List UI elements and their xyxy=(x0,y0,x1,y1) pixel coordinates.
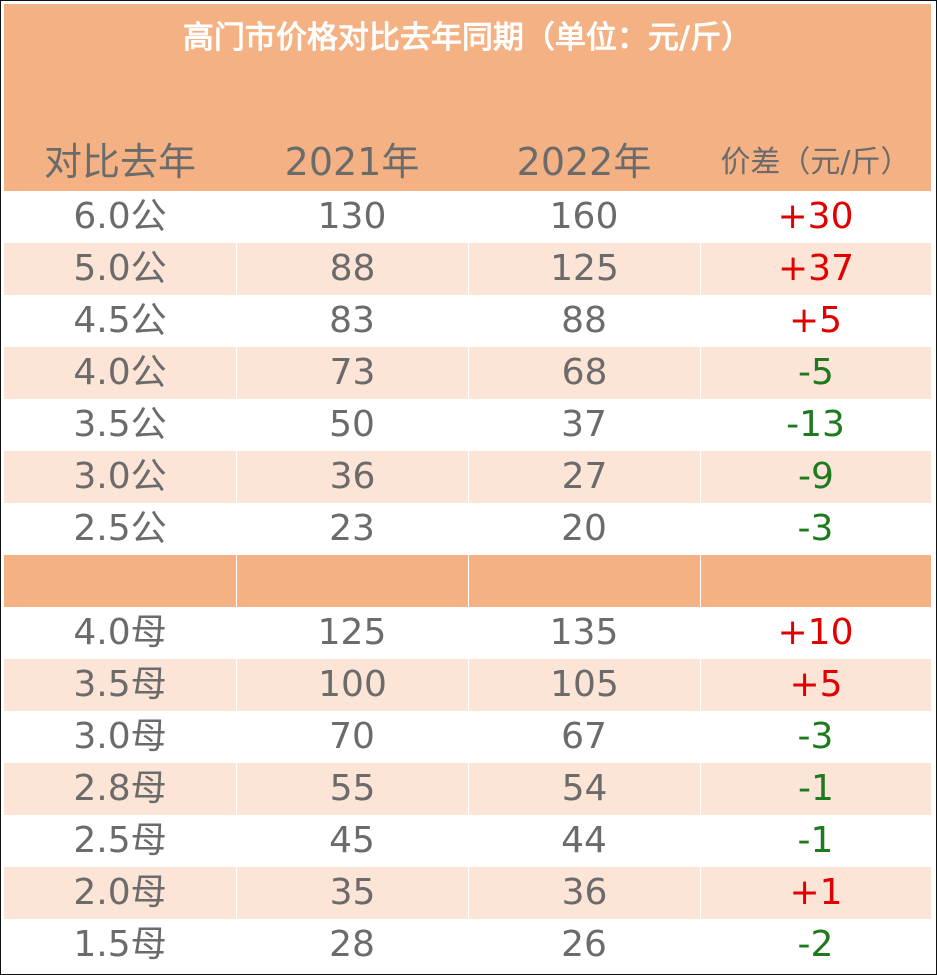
separator-cell xyxy=(236,555,468,607)
price-2021-cell: 35 xyxy=(236,867,468,919)
price-diff-cell: +5 xyxy=(700,659,931,711)
spec-cell: 3.5母 xyxy=(73,664,167,705)
column-header-compare: 对比去年 xyxy=(43,140,196,184)
spec-cell: 6.0公 xyxy=(73,196,167,237)
group-separator-row xyxy=(4,555,931,607)
price-2022-cell: 160 xyxy=(549,196,619,237)
price-diff-cell: -2 xyxy=(797,924,834,965)
spec-cell: 3.0公 xyxy=(73,456,167,497)
price-diff-cell: +5 xyxy=(788,300,843,341)
price-2021-cell: 23 xyxy=(329,508,375,549)
price-2021-cell: 88 xyxy=(236,243,468,295)
price-2022-cell: 20 xyxy=(561,508,607,549)
table-row: 3.0母 70 67 -3 xyxy=(4,711,931,763)
price-diff-cell: +1 xyxy=(700,867,931,919)
column-header-2021: 2021年 xyxy=(284,140,420,184)
price-2021-cell: 70 xyxy=(329,716,375,757)
column-header-row: 对比去年 2021年 2022年 价差（元/斤） xyxy=(4,134,931,191)
spec-cell: 1.5母 xyxy=(73,924,167,965)
price-diff-cell: +30 xyxy=(777,196,854,237)
table-row: 3.0公 36 27 -9 xyxy=(4,451,931,503)
price-2022-cell: 44 xyxy=(561,820,607,861)
price-2022-cell: 26 xyxy=(561,924,607,965)
table-header-band: 高门市价格对比去年同期（单位：元/斤） 对比去年 2021年 2022年 价差（… xyxy=(4,4,931,191)
price-2021-cell: 28 xyxy=(329,924,375,965)
table-row: 2.5公 23 20 -3 xyxy=(4,503,931,555)
price-2021-cell: 125 xyxy=(317,612,387,653)
column-header-diff: 价差（元/斤） xyxy=(720,145,911,180)
price-2022-cell: 36 xyxy=(468,867,700,919)
price-2022-cell: 68 xyxy=(468,347,700,399)
spec-cell: 2.5公 xyxy=(73,508,167,549)
price-2021-cell: 100 xyxy=(236,659,468,711)
table-title: 高门市价格对比去年同期（单位：元/斤） xyxy=(182,20,753,56)
price-2021-cell: 130 xyxy=(317,196,387,237)
price-2022-cell: 54 xyxy=(468,763,700,815)
spec-cell: 4.0母 xyxy=(73,612,167,653)
price-diff-cell: -1 xyxy=(797,820,834,861)
price-2022-cell: 37 xyxy=(561,404,607,445)
separator-cell xyxy=(468,555,700,607)
spec-cell: 3.0母 xyxy=(73,716,167,757)
price-2021-cell: 50 xyxy=(329,404,375,445)
price-2022-cell: 125 xyxy=(468,243,700,295)
spec-cell: 3.5公 xyxy=(73,404,167,445)
price-diff-cell: -9 xyxy=(700,451,931,503)
price-diff-cell: -3 xyxy=(797,508,834,549)
table-row: 2.8母 55 54 -1 xyxy=(4,763,931,815)
price-diff-cell: +37 xyxy=(700,243,931,295)
price-diff-cell: -1 xyxy=(700,763,931,815)
price-diff-cell: -5 xyxy=(700,347,931,399)
table-row: 2.0母 35 36 +1 xyxy=(4,867,931,919)
price-diff-cell: +10 xyxy=(777,612,854,653)
separator-cell xyxy=(700,555,931,607)
spec-cell: 4.5公 xyxy=(73,300,167,341)
price-2021-cell: 45 xyxy=(329,820,375,861)
price-2022-cell: 27 xyxy=(468,451,700,503)
table-row: 3.5公 50 37 -13 xyxy=(4,399,931,451)
spec-cell: 2.5母 xyxy=(73,820,167,861)
table-row: 3.5母 100 105 +5 xyxy=(4,659,931,711)
price-2021-cell: 73 xyxy=(236,347,468,399)
table-row: 4.5公 83 88 +5 xyxy=(4,295,931,347)
spec-cell: 2.0母 xyxy=(73,872,167,913)
price-2021-cell: 83 xyxy=(329,300,375,341)
price-2022-cell: 88 xyxy=(561,300,607,341)
table-row: 4.0母 125 135 +10 xyxy=(4,607,931,659)
price-diff-cell: -3 xyxy=(797,716,834,757)
table-row: 4.0公 73 68 -5 xyxy=(4,347,931,399)
column-header-2022: 2022年 xyxy=(516,140,652,184)
table-row: 6.0公 130 160 +30 xyxy=(4,191,931,243)
spec-cell: 4.0公 xyxy=(73,352,167,393)
price-2022-cell: 135 xyxy=(549,612,619,653)
price-2021-cell: 55 xyxy=(236,763,468,815)
table-row: 2.5母 45 44 -1 xyxy=(4,815,931,867)
table-row: 5.0公 88 125 +37 xyxy=(4,243,931,295)
price-diff-cell: -13 xyxy=(786,404,845,445)
price-2021-cell: 36 xyxy=(236,451,468,503)
spec-cell: 2.8母 xyxy=(73,768,167,809)
price-2022-cell: 67 xyxy=(561,716,607,757)
price-table-body: 6.0公 130 160 +30 5.0公 88 125 +37 4.5公 83 88 +5 4.0公 7… xyxy=(4,191,931,971)
table-row: 1.5母 28 26 -2 xyxy=(4,919,931,971)
spec-cell: 5.0公 xyxy=(73,248,167,289)
separator-cell xyxy=(4,555,236,607)
price-2022-cell: 105 xyxy=(468,659,700,711)
